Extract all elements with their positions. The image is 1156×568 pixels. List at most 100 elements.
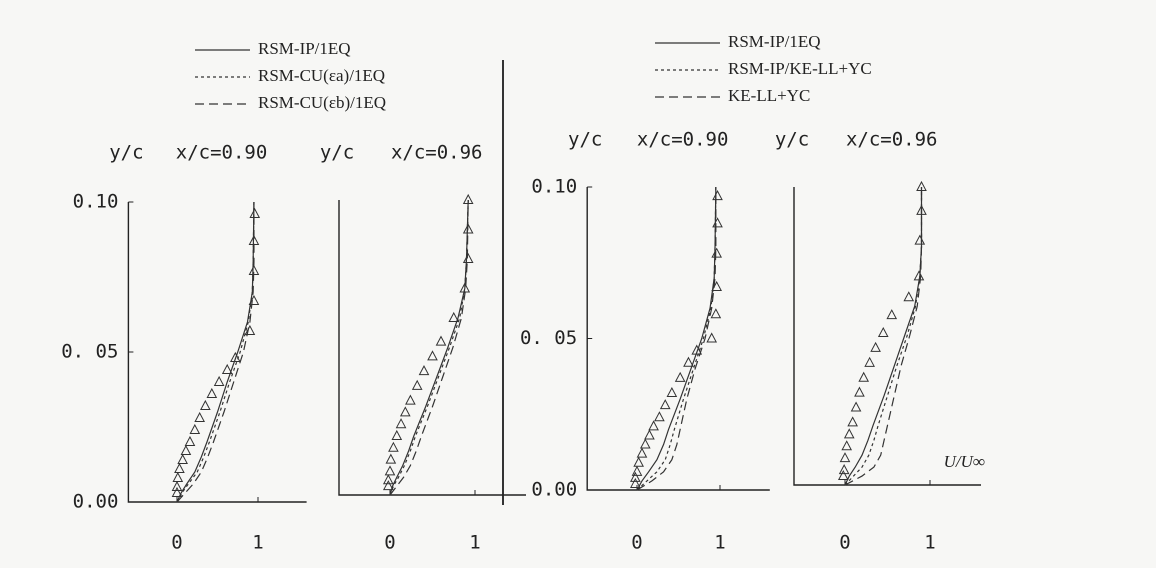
axes [793, 187, 981, 486]
data-triangle [248, 234, 260, 245]
data-triangle [847, 416, 858, 427]
panel-title: x/c=0.90 [637, 129, 729, 151]
data-triangle [229, 351, 241, 362]
data-triangle [648, 420, 659, 431]
data-triangle [916, 204, 927, 215]
y-axis-label: y/c [568, 129, 602, 151]
data-triangle [854, 386, 865, 397]
legend-label: RSM-IP/1EQ [258, 39, 351, 58]
data-triangle [384, 465, 396, 476]
data-triangle [200, 399, 211, 410]
legend-label: RSM-IP/1EQ [728, 32, 821, 51]
data-triangle [710, 308, 722, 319]
data-triangle [877, 326, 889, 338]
data-triangle [184, 435, 196, 446]
axes [586, 187, 770, 491]
data-triangle [644, 429, 655, 440]
data-triangle [244, 324, 256, 335]
panel-title: x/c=0.90 [176, 142, 268, 164]
data-triangle [459, 282, 471, 293]
data-triangle [172, 471, 184, 482]
x-tick-label: 1 [714, 532, 725, 554]
y-tick-label: 0.10 [73, 191, 119, 213]
data-triangle [633, 456, 644, 467]
profile-line [636, 186, 717, 491]
data-triangle [405, 394, 416, 405]
profile-line [844, 187, 923, 486]
data-triangle [916, 180, 927, 191]
data-triangle [630, 471, 641, 482]
data-triangle [841, 440, 853, 451]
data-triangle [177, 453, 189, 464]
data-triangle [712, 217, 723, 228]
profile-line [636, 187, 717, 491]
data-triangle [639, 438, 651, 449]
data-triangle [411, 379, 423, 390]
data-triangle [174, 462, 185, 473]
data-triangle [213, 375, 225, 386]
profile-line [389, 199, 469, 496]
data-triangle [462, 252, 474, 263]
x-axis-label: U/U∞ [944, 452, 985, 471]
profile-line [389, 199, 469, 496]
axes [127, 202, 307, 503]
x-tick-label: 0 [631, 532, 642, 554]
data-triangle [388, 441, 399, 452]
data-triangle [395, 418, 407, 429]
panel-title: x/c=0.96 [391, 142, 483, 164]
data-triangle [206, 387, 218, 398]
axes [338, 200, 526, 496]
data-triangle [864, 356, 875, 367]
data-triangle [711, 280, 723, 291]
data-triangle [194, 411, 206, 422]
data-triangle [180, 444, 192, 455]
data-triangle [913, 270, 925, 281]
data-triangle [843, 428, 855, 439]
panel-title: x/c=0.96 [846, 129, 938, 151]
data-triangle [683, 356, 694, 367]
y-tick-label: 0. 05 [520, 327, 577, 349]
profile-line [844, 187, 923, 486]
y-tick-label: 0. 05 [61, 341, 118, 363]
y-tick-label: 0.00 [531, 479, 577, 501]
data-triangle [691, 344, 703, 355]
data-triangle [189, 423, 201, 434]
profile-line [176, 201, 255, 503]
profile-line [176, 201, 255, 503]
data-triangle [636, 447, 648, 458]
y-tick-label: 0.10 [531, 176, 577, 198]
data-triangle [248, 264, 260, 275]
x-tick-label: 0 [384, 532, 395, 554]
data-triangle [711, 247, 723, 258]
data-triangle [171, 480, 183, 491]
x-tick-label: 0 [839, 532, 850, 554]
data-triangle [659, 399, 671, 410]
data-triangle [399, 406, 411, 417]
data-triangle [382, 474, 394, 485]
data-triangle [850, 401, 862, 412]
data-triangle [903, 291, 915, 302]
data-triangle [462, 223, 474, 234]
x-tick-label: 1 [924, 532, 935, 554]
data-triangle [630, 477, 641, 488]
data-triangle [839, 452, 851, 463]
legend-label: RSM-CU(εa)/1EQ [258, 66, 385, 85]
x-tick-label: 0 [171, 532, 182, 554]
data-triangle [706, 332, 718, 343]
x-tick-label: 1 [252, 532, 263, 554]
data-triangle [712, 190, 723, 201]
profile-line [176, 202, 255, 503]
data-triangle [221, 363, 233, 374]
data-triangle [858, 371, 870, 382]
profile-line [389, 199, 469, 496]
data-triangle [886, 309, 898, 320]
data-triangle [462, 193, 474, 204]
data-triangle [870, 341, 881, 352]
data-triangle [914, 234, 926, 245]
data-triangle [382, 480, 394, 491]
legend-label: RSM-CU(εb)/1EQ [258, 93, 386, 112]
y-axis-label: y/c [775, 129, 809, 151]
data-triangle [248, 294, 260, 305]
